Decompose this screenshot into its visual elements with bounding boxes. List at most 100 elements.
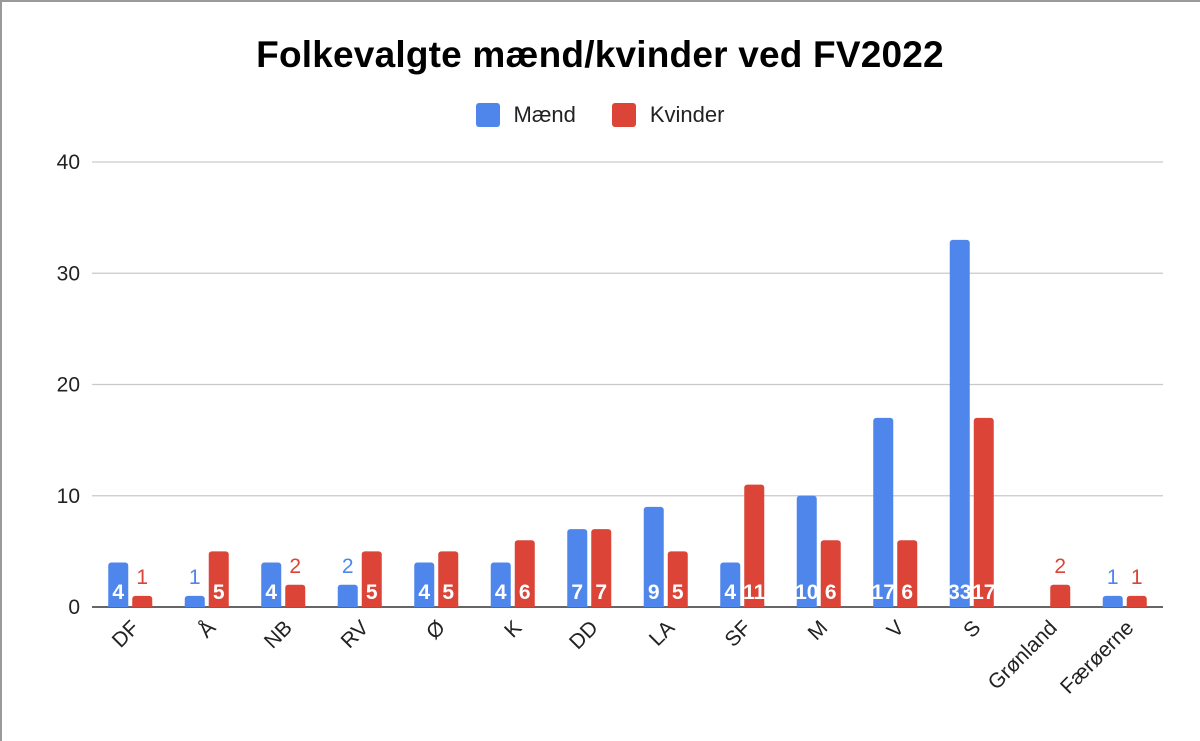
bar-kvinder [361, 551, 382, 607]
data-label: 4 [724, 581, 736, 604]
data-label: 4 [265, 581, 277, 604]
bar-base [1126, 604, 1147, 607]
legend-item-maend: Mænd [475, 102, 576, 128]
bar-base [514, 604, 535, 607]
bar-maend [643, 506, 664, 607]
bar-kvinder [438, 551, 459, 607]
bar-kvinder [285, 584, 306, 607]
x-tick-label: RV [337, 616, 374, 653]
data-label: 2 [342, 555, 354, 578]
x-tick-label: Ø [422, 616, 450, 644]
bar-kvinder [973, 417, 994, 607]
bar-base [337, 604, 358, 607]
legend-label-kvinder: Kvinder [649, 102, 725, 127]
bar-kvinder [514, 540, 535, 607]
bar-maend [490, 562, 511, 607]
bar-maend [949, 239, 970, 607]
data-label: 4 [495, 581, 507, 604]
legend-swatch-kvinder [611, 103, 636, 127]
data-label: 6 [825, 581, 837, 604]
data-label: 6 [901, 581, 913, 604]
bar-base [184, 604, 205, 607]
bar-maend [567, 529, 588, 607]
y-tick-label: 0 [68, 596, 80, 619]
bar-kvinder [208, 551, 229, 607]
bar-kvinder [744, 484, 765, 607]
legend-label-maend: Mænd [513, 102, 576, 127]
legend-swatch-maend [475, 103, 500, 127]
bar-kvinder [591, 529, 612, 607]
y-tick-label: 20 [57, 374, 80, 397]
x-tick-label: V [883, 616, 909, 642]
legend-item-kvinder: Kvinder [611, 102, 725, 128]
bar-kvinder [820, 540, 841, 607]
x-tick-label: LA [645, 616, 679, 650]
bar-base [744, 604, 765, 607]
data-label: 1 [1131, 566, 1143, 589]
chart-legend: Mænd Kvinder [0, 100, 1200, 130]
bar-base [567, 604, 588, 607]
x-tick-label: Færøerne [1056, 616, 1138, 698]
data-label: 1 [136, 566, 148, 589]
data-label: 7 [595, 581, 607, 604]
y-tick-label: 40 [57, 151, 80, 174]
bar-maend [261, 562, 282, 607]
bar-base [490, 604, 511, 607]
data-label: 33 [948, 581, 971, 604]
bar-base [897, 604, 918, 607]
data-label: 6 [519, 581, 531, 604]
data-label: 5 [672, 581, 684, 604]
bar-base [108, 604, 129, 607]
bar-base [1102, 604, 1123, 607]
bar-base [667, 604, 688, 607]
data-label: 17 [972, 581, 995, 604]
bar-base [820, 604, 841, 607]
bar-base [873, 604, 894, 607]
bar-base [720, 604, 741, 607]
x-tick-label: S [959, 616, 985, 642]
y-tick-label: 10 [57, 485, 80, 508]
data-label: 11 [743, 581, 766, 604]
bar-base [643, 604, 664, 607]
bar-base [796, 604, 817, 607]
data-label: 4 [418, 581, 430, 604]
x-tick-label: DF [108, 616, 144, 652]
data-label: 1 [189, 566, 201, 589]
bar-base [973, 604, 994, 607]
x-tick-label: Å [194, 616, 220, 642]
data-label: 10 [795, 581, 818, 604]
data-label: 5 [442, 581, 454, 604]
bar-kvinder [1050, 584, 1071, 607]
chart-title: Folkevalgte mænd/kvinder ved FV2022 [256, 34, 944, 75]
bar-base [261, 604, 282, 607]
data-label: 2 [1054, 555, 1066, 578]
data-label: 5 [213, 581, 225, 604]
data-label: 5 [366, 581, 378, 604]
x-tick-label: Grønland [984, 616, 1062, 694]
x-tick-label: NB [260, 616, 297, 653]
data-label: 2 [289, 555, 301, 578]
bar-base [208, 604, 229, 607]
data-label: 1 [1107, 566, 1119, 589]
bar-base [361, 604, 382, 607]
bar-base [591, 604, 612, 607]
data-label: 17 [872, 581, 895, 604]
bar-maend [873, 417, 894, 607]
bar-maend [414, 562, 435, 607]
data-label: 7 [571, 581, 583, 604]
y-tick-label: 30 [57, 262, 80, 285]
x-tick-label: DD [565, 616, 603, 654]
bar-maend [720, 562, 741, 607]
bar-kvinder [897, 540, 918, 607]
data-label: 9 [648, 581, 660, 604]
x-tick-label: K [500, 616, 526, 642]
bar-maend [796, 495, 817, 607]
bar-base [438, 604, 459, 607]
x-tick-label: M [804, 616, 833, 645]
bar-kvinder [667, 551, 688, 607]
bar-maend [337, 584, 358, 607]
bar-base [285, 604, 306, 607]
bar-maend [108, 562, 129, 607]
